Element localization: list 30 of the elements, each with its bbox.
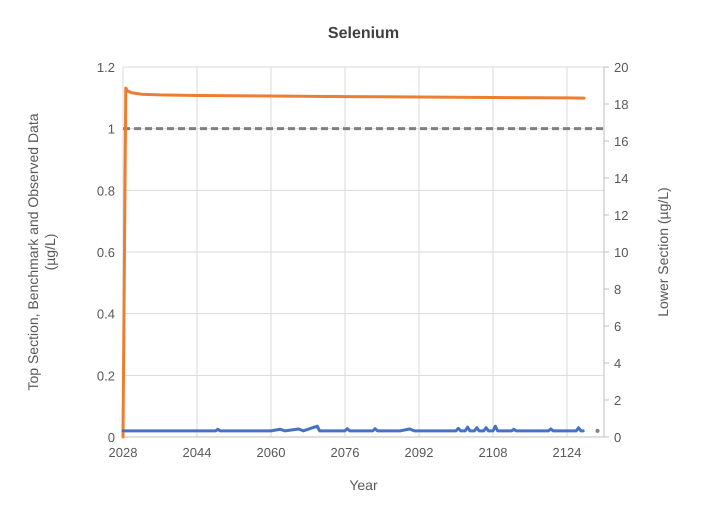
y2-tick-label: 4 — [614, 356, 622, 371]
x-axis-title: Year — [349, 477, 378, 493]
y2-tick-label: 12 — [614, 208, 628, 223]
x-tick-label: 2028 — [108, 445, 138, 460]
y2-tick-label: 6 — [614, 319, 622, 334]
y-tick-label: 1.2 — [96, 60, 115, 75]
x-tick-label: 2076 — [330, 445, 360, 460]
y-tick-label: 0 — [108, 430, 115, 445]
x-tick-label: 2124 — [552, 445, 582, 460]
y2-tick-label: 8 — [614, 282, 622, 297]
x-tick-label: 2044 — [182, 445, 212, 460]
x-tick-label: 2060 — [256, 445, 286, 460]
x-tick-label: 2092 — [404, 445, 434, 460]
y2-tick-label: 16 — [614, 134, 628, 149]
y2-tick-label: 2 — [614, 393, 622, 408]
y2-tick-label: 18 — [614, 97, 628, 112]
y-tick-label: 0.6 — [96, 245, 115, 260]
y2-tick-label: 0 — [614, 430, 622, 445]
y-tick-label: 1 — [108, 122, 115, 137]
chart-title: Selenium — [328, 25, 400, 42]
line-series — [122, 86, 586, 438]
y2-tick-label: 20 — [614, 60, 628, 75]
y-tick-label: 0.2 — [96, 368, 115, 384]
y-axis-title: Top Section, Benchmark and Observed Data (µg/L) — [25, 113, 58, 391]
y2-tick-label: 14 — [614, 171, 628, 186]
y-tick-label: 0.8 — [96, 183, 115, 198]
y-tick-label: 0.4 — [96, 306, 115, 322]
y2-tick-label: 10 — [614, 245, 628, 260]
x-tick-label: 2108 — [478, 445, 508, 460]
y2-axis-title: Lower Section (µg/L) — [655, 187, 671, 317]
